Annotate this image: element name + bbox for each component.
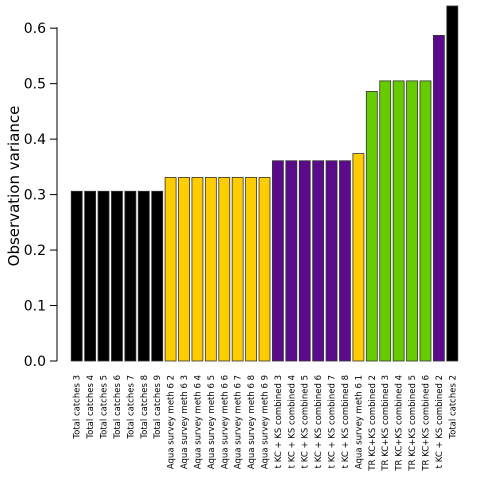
bar bbox=[84, 190, 97, 362]
x-tick-label: t KC + KS combined 8 bbox=[341, 375, 351, 468]
bar bbox=[258, 176, 271, 362]
y-axis: 0.0 0.1 0.2 0.3 0.4 0.5 0.6 bbox=[24, 21, 58, 370]
bar bbox=[285, 160, 298, 362]
x-tick-label: TR KC+KS combined 4 bbox=[395, 375, 405, 472]
bar bbox=[70, 190, 83, 362]
bar bbox=[325, 160, 338, 362]
bar bbox=[272, 160, 284, 362]
y-tick-label: 0.1 bbox=[24, 299, 46, 315]
x-tick-label: t KC + KS combined 5 bbox=[301, 375, 311, 468]
x-tick-label: TR KC+KS combined 6 bbox=[421, 375, 431, 472]
x-tick-label: Aqua survey meth 6 5 bbox=[207, 375, 217, 469]
bar bbox=[432, 35, 445, 362]
x-tick-label: Total catches 6 bbox=[113, 375, 123, 440]
y-tick-label: 0.0 bbox=[24, 354, 46, 370]
x-tick-label: t KC + KS combined 2 bbox=[435, 375, 445, 468]
bar bbox=[419, 80, 432, 362]
x-tick-label: Total catches 5 bbox=[100, 375, 110, 440]
bar bbox=[178, 176, 190, 362]
x-tick-label: Aqua survey meth 6 8 bbox=[247, 375, 257, 469]
bar bbox=[164, 176, 177, 362]
x-tick-label: Total catches 4 bbox=[86, 375, 96, 440]
y-tick-label: 0.6 bbox=[24, 21, 46, 37]
bar bbox=[151, 190, 164, 362]
bar bbox=[392, 80, 405, 362]
bar bbox=[379, 80, 392, 362]
x-tick-label: Total catches 9 bbox=[153, 375, 163, 440]
bar bbox=[111, 190, 123, 362]
bar bbox=[231, 176, 244, 362]
x-tick-label: Aqua survey meth 6 7 bbox=[234, 375, 244, 469]
bar bbox=[339, 160, 351, 362]
x-tick-label: t KC + KS combined 3 bbox=[274, 375, 284, 468]
bar bbox=[298, 160, 311, 362]
bar bbox=[312, 160, 325, 362]
bar bbox=[191, 176, 204, 362]
x-tick-label: t KC + KS combined 6 bbox=[314, 375, 324, 468]
x-tick-label: Aqua survey meth 6 2 bbox=[167, 375, 177, 469]
x-tick-label: Aqua survey meth 6 6 bbox=[220, 375, 230, 469]
bar bbox=[204, 176, 217, 362]
x-tick-label: TR KC+KS combined 2 bbox=[368, 375, 378, 472]
y-tick-label: 0.5 bbox=[24, 77, 46, 93]
x-tick-label: Aqua survey meth 6 3 bbox=[180, 375, 190, 469]
x-tick-label: t KC + KS combined 7 bbox=[328, 375, 338, 468]
y-tick-label: 0.3 bbox=[24, 188, 46, 204]
y-tick-label: 0.2 bbox=[24, 243, 46, 259]
bar bbox=[406, 80, 418, 362]
x-tick-labels: Total catches 3 Total catches 4 Total catc… bbox=[73, 375, 459, 472]
bar bbox=[245, 176, 257, 362]
x-tick-label: Aqua survey meth 6 4 bbox=[193, 375, 203, 469]
x-tick-label: Total catches 3 bbox=[73, 375, 83, 440]
bar bbox=[218, 176, 231, 362]
bar bbox=[352, 153, 365, 362]
x-tick-label: Total catches 2 bbox=[448, 375, 458, 440]
x-tick-label: Aqua survey meth 6 9 bbox=[261, 375, 271, 469]
bar bbox=[137, 190, 150, 362]
x-tick-label: Aqua survey meth 6 1 bbox=[354, 375, 364, 469]
x-tick-label: TR KC+KS combined 3 bbox=[381, 375, 391, 472]
bar bbox=[124, 190, 137, 362]
y-tick-label: 0.4 bbox=[24, 132, 46, 148]
bar bbox=[446, 5, 459, 362]
x-tick-label: t KC + KS combined 4 bbox=[287, 375, 297, 468]
x-tick-label: Total catches 8 bbox=[140, 375, 150, 440]
bar bbox=[365, 91, 378, 362]
x-tick-label: TR KC+KS combined 5 bbox=[408, 375, 418, 472]
x-tick-label: Total catches 7 bbox=[126, 375, 136, 440]
bars-group bbox=[70, 5, 459, 362]
y-axis-label: Observation variance bbox=[5, 106, 23, 267]
bar bbox=[97, 190, 110, 362]
